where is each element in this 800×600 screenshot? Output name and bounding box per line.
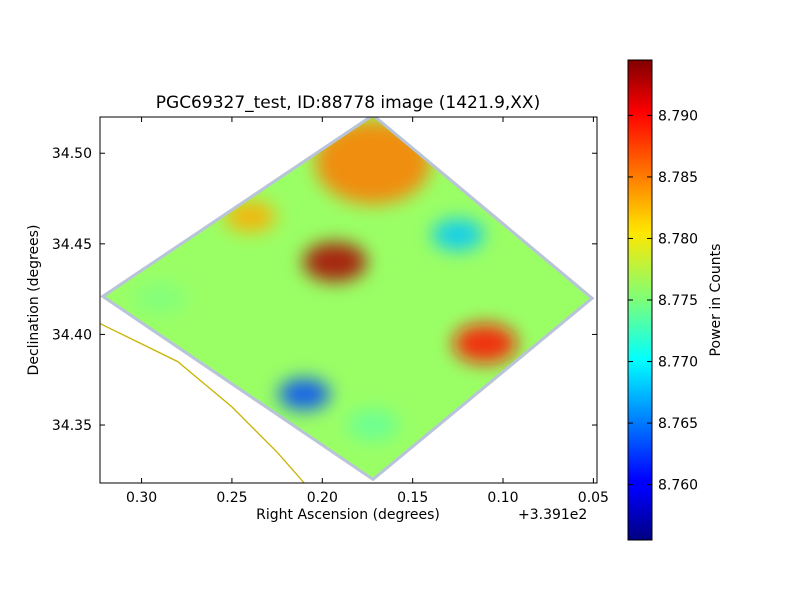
intensity-feature-0 (314, 120, 431, 205)
colorbar-label: Power in Counts (708, 244, 724, 357)
footprint (105, 117, 590, 478)
colorbar-tick-label: 8.765 (658, 416, 698, 432)
y-tick-label: 34.35 (52, 418, 92, 434)
plot-area: 0.30 0.25 0.20 0.15 0.10 0.05 34.35 34.40 34.45… (52, 116, 609, 506)
colorbar-tick-label: 8.770 (658, 355, 698, 371)
x-axis-label: Right Ascension (degrees) (256, 507, 440, 523)
y-axis-label: Declination (degrees) (26, 225, 42, 376)
colorbar-tick-label: 8.780 (658, 231, 698, 247)
footprint-background (105, 117, 590, 478)
chart-title: PGC69327_test, ID:88778 image (1421.9,XX… (156, 93, 540, 113)
x-tick-label: 0.20 (307, 490, 338, 506)
x-tick-label: 0.10 (487, 490, 518, 506)
intensity-image (100, 117, 595, 482)
intensity-feature-5 (224, 200, 277, 233)
y-tick-label: 34.50 (52, 146, 92, 162)
x-tick-label: 0.15 (397, 490, 428, 506)
y-axis: 34.35 34.40 34.45 34.50 (52, 146, 597, 434)
colorbar: 8.760 8.765 8.770 8.775 8.780 8.785 8.790 Powe… (627, 59, 724, 541)
intensity-feature-2 (452, 323, 517, 364)
x-tick-label: 0.25 (216, 490, 247, 506)
intensity-feature-1 (302, 241, 367, 282)
colorbar-tick-label: 8.790 (658, 108, 698, 124)
contour-arc (100, 322, 305, 483)
plot-frame (99, 116, 598, 484)
x-offset-label: +3.391e2 (518, 507, 587, 523)
y-tick-label: 34.40 (52, 327, 92, 343)
intensity-feature-6 (346, 409, 399, 442)
colorbar-tick-label: 8.760 (658, 478, 698, 494)
intensity-feature-7 (133, 282, 186, 315)
colorbar-tick-label: 8.785 (658, 170, 698, 186)
y-tick-label: 34.45 (52, 237, 92, 253)
colorbar-ticks: 8.760 8.765 8.770 8.775 8.780 8.785 8.790 (628, 108, 698, 494)
x-tick-label: 0.30 (126, 490, 157, 506)
intensity-feature-3 (278, 378, 331, 411)
colorbar-tick-label: 8.775 (658, 293, 698, 309)
x-tick-label: 0.05 (578, 490, 609, 506)
intensity-feature-4 (431, 218, 484, 251)
intensity-features (133, 120, 517, 442)
x-axis: 0.30 0.25 0.20 0.15 0.10 0.05 (126, 117, 609, 506)
